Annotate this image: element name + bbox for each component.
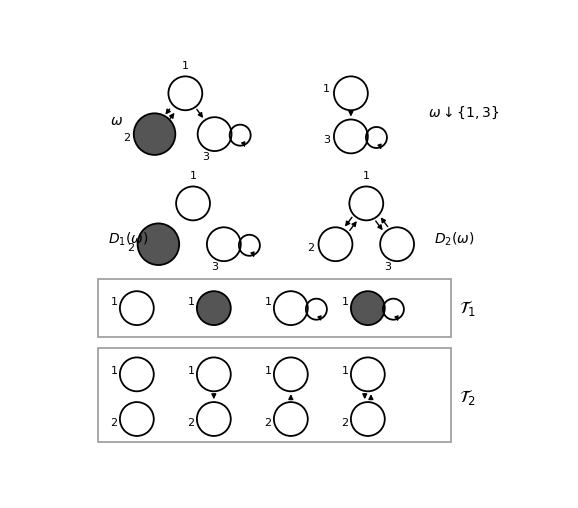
Circle shape bbox=[120, 291, 154, 325]
Circle shape bbox=[274, 358, 307, 391]
Text: 2: 2 bbox=[265, 418, 272, 428]
Circle shape bbox=[274, 291, 307, 325]
Text: 1: 1 bbox=[363, 171, 370, 181]
Text: 1: 1 bbox=[182, 61, 189, 71]
Text: $\omega$: $\omega$ bbox=[110, 114, 123, 128]
Text: 2: 2 bbox=[123, 133, 130, 143]
Circle shape bbox=[351, 402, 385, 436]
FancyBboxPatch shape bbox=[98, 348, 451, 442]
Text: 2: 2 bbox=[110, 418, 117, 428]
Circle shape bbox=[168, 76, 202, 110]
Circle shape bbox=[351, 358, 385, 391]
Text: $D_2(\omega)$: $D_2(\omega)$ bbox=[434, 231, 475, 248]
Circle shape bbox=[120, 402, 154, 436]
Text: 2: 2 bbox=[342, 418, 349, 428]
Text: 1: 1 bbox=[342, 297, 349, 307]
Circle shape bbox=[318, 227, 353, 261]
Circle shape bbox=[197, 358, 231, 391]
Text: 2: 2 bbox=[127, 243, 134, 253]
Text: 3: 3 bbox=[211, 262, 218, 272]
Circle shape bbox=[120, 358, 154, 391]
Circle shape bbox=[334, 119, 368, 153]
Circle shape bbox=[334, 76, 368, 110]
Circle shape bbox=[138, 224, 179, 265]
Text: 1: 1 bbox=[188, 365, 195, 375]
Text: 1: 1 bbox=[188, 297, 195, 307]
Circle shape bbox=[349, 186, 383, 220]
FancyBboxPatch shape bbox=[98, 279, 451, 337]
Text: 1: 1 bbox=[265, 365, 272, 375]
Circle shape bbox=[207, 227, 241, 261]
Text: $\mathcal{T}_2$: $\mathcal{T}_2$ bbox=[459, 387, 476, 407]
Text: $\mathcal{T}_1$: $\mathcal{T}_1$ bbox=[459, 298, 476, 318]
Text: 1: 1 bbox=[110, 297, 117, 307]
Circle shape bbox=[198, 117, 232, 151]
Circle shape bbox=[274, 402, 307, 436]
Text: $\omega \downarrow \{1,3\}$: $\omega \downarrow \{1,3\}$ bbox=[428, 105, 499, 121]
Text: 1: 1 bbox=[265, 297, 272, 307]
Text: 2: 2 bbox=[187, 418, 195, 428]
Text: 1: 1 bbox=[110, 365, 117, 375]
Circle shape bbox=[351, 291, 385, 325]
Circle shape bbox=[197, 402, 231, 436]
Text: $D_1(\omega)$: $D_1(\omega)$ bbox=[108, 231, 149, 248]
Circle shape bbox=[197, 291, 231, 325]
Text: 1: 1 bbox=[342, 365, 349, 375]
Text: 3: 3 bbox=[202, 152, 209, 162]
Text: 1: 1 bbox=[190, 171, 197, 181]
Circle shape bbox=[176, 186, 210, 220]
Circle shape bbox=[134, 113, 175, 155]
Circle shape bbox=[380, 227, 414, 261]
Text: 1: 1 bbox=[323, 84, 330, 94]
Text: 3: 3 bbox=[384, 262, 391, 272]
Text: 2: 2 bbox=[307, 243, 314, 253]
Text: 3: 3 bbox=[323, 135, 330, 145]
